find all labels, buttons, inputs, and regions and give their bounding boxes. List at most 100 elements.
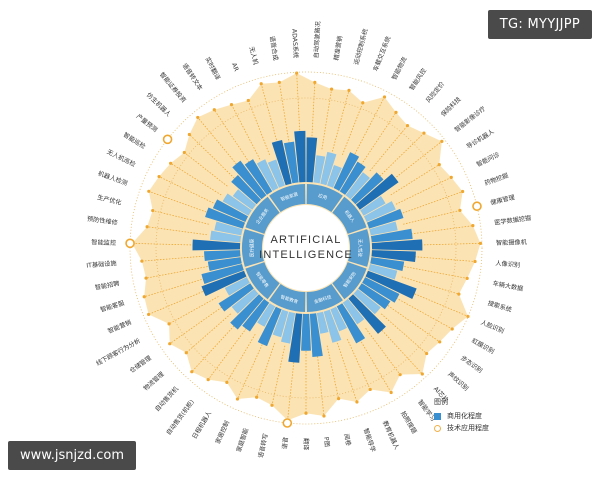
category-label: 翻译 [302,438,310,451]
commercial-bar [362,277,400,303]
technical-point [206,378,210,382]
commercial-bar [320,151,337,186]
commercial-bar [333,152,360,191]
guide-ring [155,97,457,399]
technical-point [457,292,461,296]
technical-point [144,276,148,280]
commercial-bar [257,303,276,327]
commercial-bar [294,130,306,183]
technical-point [425,351,429,356]
category-label: 无人机巡检 [106,148,137,169]
technical-point [168,342,172,346]
commercial-bar [224,277,250,296]
technical-spoke [191,321,239,372]
technical-spoke [342,102,364,156]
commercial-bar [230,294,264,330]
technical-spoke [231,104,261,160]
commercial-bar [212,199,249,223]
technical-spoke [145,266,208,279]
commercial-bar [306,137,318,183]
technical-spoke [360,112,397,165]
commercial-bar [370,257,405,272]
technical-point [167,322,171,326]
legend-title: 图例 [434,398,448,406]
commercial-bar [192,239,241,251]
technical-point [225,380,229,384]
commercial-bar [316,311,329,334]
commercial-bar [360,195,386,216]
technical-spoke [170,162,222,196]
technical-point [295,71,299,75]
commercial-bar [369,221,398,236]
inner-sector-label: 无人驾驶 [357,239,364,257]
legend-swatch-blue [434,412,441,420]
category-label: 日程机器人 [190,410,213,441]
commercial-bar [351,172,384,205]
technical-point [212,108,216,112]
category-label: 语音转文本 [181,62,205,92]
category-label: 运动控制系统 [352,28,369,66]
technical-point [478,241,483,245]
category-label: 自动售货(机柜) [164,398,195,436]
inner-sector-label: 医疗健康 [249,239,256,257]
category-label: 智能影像诊疗 [453,105,487,134]
technical-point [437,163,441,167]
category-label: 语音合成 [268,35,280,61]
watermark-top: TG: MYYJJPP [487,10,592,39]
category-label: 人脸识别 [479,318,505,335]
technical-point [473,259,477,264]
commercial-bar [330,306,347,332]
technical-point [420,372,424,376]
technical-spoke [152,210,209,225]
technical-point [157,174,161,179]
commercial-bar [201,270,247,297]
technical-point [450,327,454,331]
commercial-bar [283,141,299,184]
technical-point [187,132,191,137]
technical-spoke [316,347,325,417]
technical-spoke [197,117,243,172]
category-label: 仓储管理 [128,354,153,375]
technical-point [147,189,151,193]
technical-spoke [278,82,291,150]
inner-sector [242,229,264,267]
inner-sector [306,184,343,213]
technical-spoke [337,342,358,403]
commercial-bar [371,250,416,263]
commercial-bar [204,250,241,262]
category-label: 生产优化 [96,193,122,207]
category-label: 智能营销 [107,318,133,335]
technical-spoke [237,338,266,400]
commercial-bar [244,159,273,195]
category-label: AR [230,62,240,73]
commercial-bars-layer [192,130,423,363]
category-label: IT基础设施 [86,259,117,269]
technical-point [140,259,144,263]
category-label: 物流管理 [142,370,166,392]
technical-point [458,208,462,212]
category-label: 教育机器人 [381,419,401,450]
commercial-bar [339,161,366,195]
inner-sector [306,283,343,312]
category-label: 语音 [281,436,290,449]
legend-item-technical: 技术应用程度 [434,422,489,434]
commercial-bar [309,313,323,358]
commercial-bar [365,270,417,299]
commercial-bar [363,201,396,223]
commercial-bar [222,193,252,216]
commercial-bar [288,313,303,363]
commercial-bar [232,189,257,210]
technical-point [142,295,146,299]
technical-spoke [365,328,401,375]
technical-point [196,115,200,120]
technical-spoke [310,82,316,149]
technical-point [277,80,281,84]
inner-sector [348,229,370,267]
category-label: 智能证券投资 [158,71,188,105]
technical-marker [125,238,135,249]
technical-spoke [144,276,211,298]
technical-point [422,131,426,135]
category-label: 家庭智能 [235,427,250,453]
category-label: 机器人检测 [97,169,129,187]
